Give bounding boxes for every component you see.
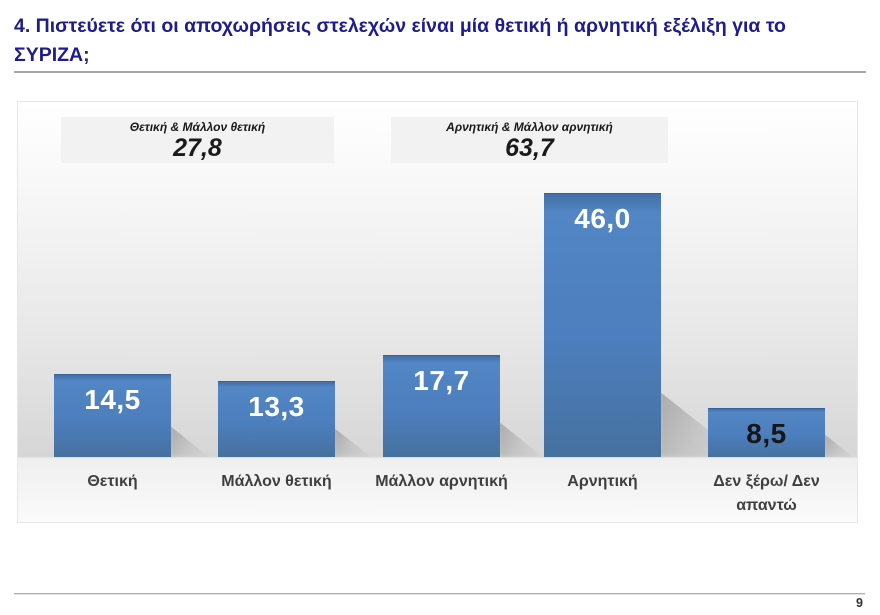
summary-negative-label: Αρνητική & Μάλλον αρνητική <box>446 120 613 134</box>
bar-shadow <box>498 421 543 457</box>
summary-positive-label: Θετική & Μάλλον θετική <box>129 120 266 134</box>
category-label: Αρνητική <box>567 473 638 490</box>
summary-positive-value: 27,8 <box>173 134 222 162</box>
category-label: Μάλλον θετική <box>221 473 332 490</box>
bar-shadow <box>169 425 209 457</box>
page-title: 4. Πιστεύετε ότι οι αποχωρήσεις στελεχών… <box>14 15 786 66</box>
bar-value-label: 13,3 <box>248 391 305 422</box>
category-label: Θετική <box>87 473 138 490</box>
title-divider <box>14 71 866 73</box>
bar-2: 13,3 <box>218 381 335 457</box>
bar-5: 8,5 <box>708 408 825 457</box>
bar-1: 14,5 <box>54 374 171 457</box>
bar-value-label: 14,5 <box>84 384 141 415</box>
category-label: Δεν ξέρω/ Δεν απαντώ <box>713 473 820 514</box>
chart-panel: Θετική & Μάλλον θετική 27,8 Αρνητική & Μ… <box>17 101 858 523</box>
bar-value-label: 46,0 <box>574 203 631 234</box>
summary-box-negative: Αρνητική & Μάλλον αρνητική 63,7 <box>391 117 668 163</box>
summary-box-positive: Θετική & Μάλλον θετική 27,8 <box>61 117 334 163</box>
category-label: Μάλλον αρνητική <box>375 473 508 490</box>
summary-negative-value: 63,7 <box>505 134 554 162</box>
bar-shadow <box>333 427 371 457</box>
page-number: 9 <box>856 596 863 610</box>
bar-4: 46,0 <box>544 193 661 457</box>
bar-shadow <box>823 433 853 457</box>
bar-3: 17,7 <box>383 355 500 457</box>
bar-value-label: 17,7 <box>413 365 470 396</box>
footer-divider <box>14 593 865 595</box>
bar-value-label: 8,5 <box>746 418 787 449</box>
